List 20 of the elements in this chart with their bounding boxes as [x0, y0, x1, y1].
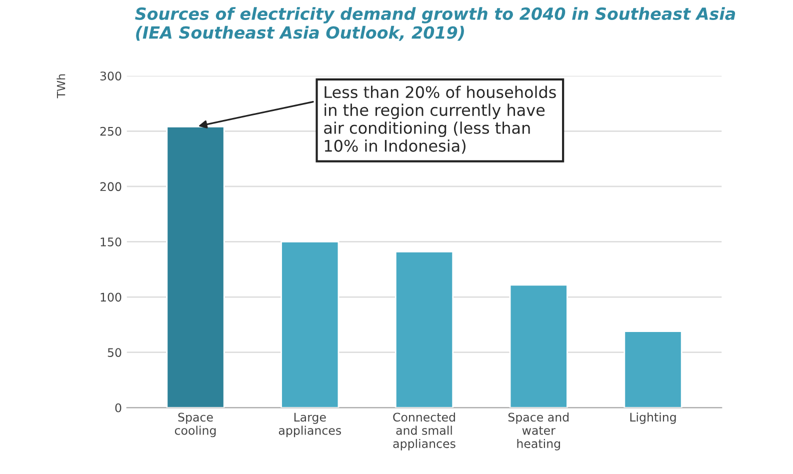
bar — [624, 330, 682, 408]
y-tick-label: 300 — [100, 72, 122, 80]
y-tick-label: 50 — [108, 348, 122, 357]
x-tick-label: Lighting — [630, 412, 676, 424]
x-tick-label: Large appliances — [278, 412, 342, 438]
y-tick-label: 200 — [100, 182, 122, 192]
bar — [166, 126, 225, 408]
bar — [394, 251, 454, 408]
chart-title: Sources of electricity demand growth to 2040 in Southeast Asia (IEA Southeast Asia Outlook, 2019) — [135, 7, 736, 41]
bar — [509, 284, 568, 408]
y-axis-title: TWh — [56, 74, 66, 98]
x-tick-label: Space cooling — [174, 412, 216, 438]
y-tick-label: 0 — [115, 403, 122, 412]
y-tick-label: 250 — [100, 126, 122, 136]
bar — [280, 241, 340, 408]
x-tick-label: Connected and small appliances — [393, 412, 456, 450]
annotation: Less than 20% of households in the region currently have air conditioning (less than 10% in Indonesia) — [324, 86, 556, 154]
y-tick-label: 150 — [100, 237, 122, 246]
y-tick-label: 100 — [100, 292, 122, 302]
x-tick-label: Space and water heating — [508, 412, 569, 450]
